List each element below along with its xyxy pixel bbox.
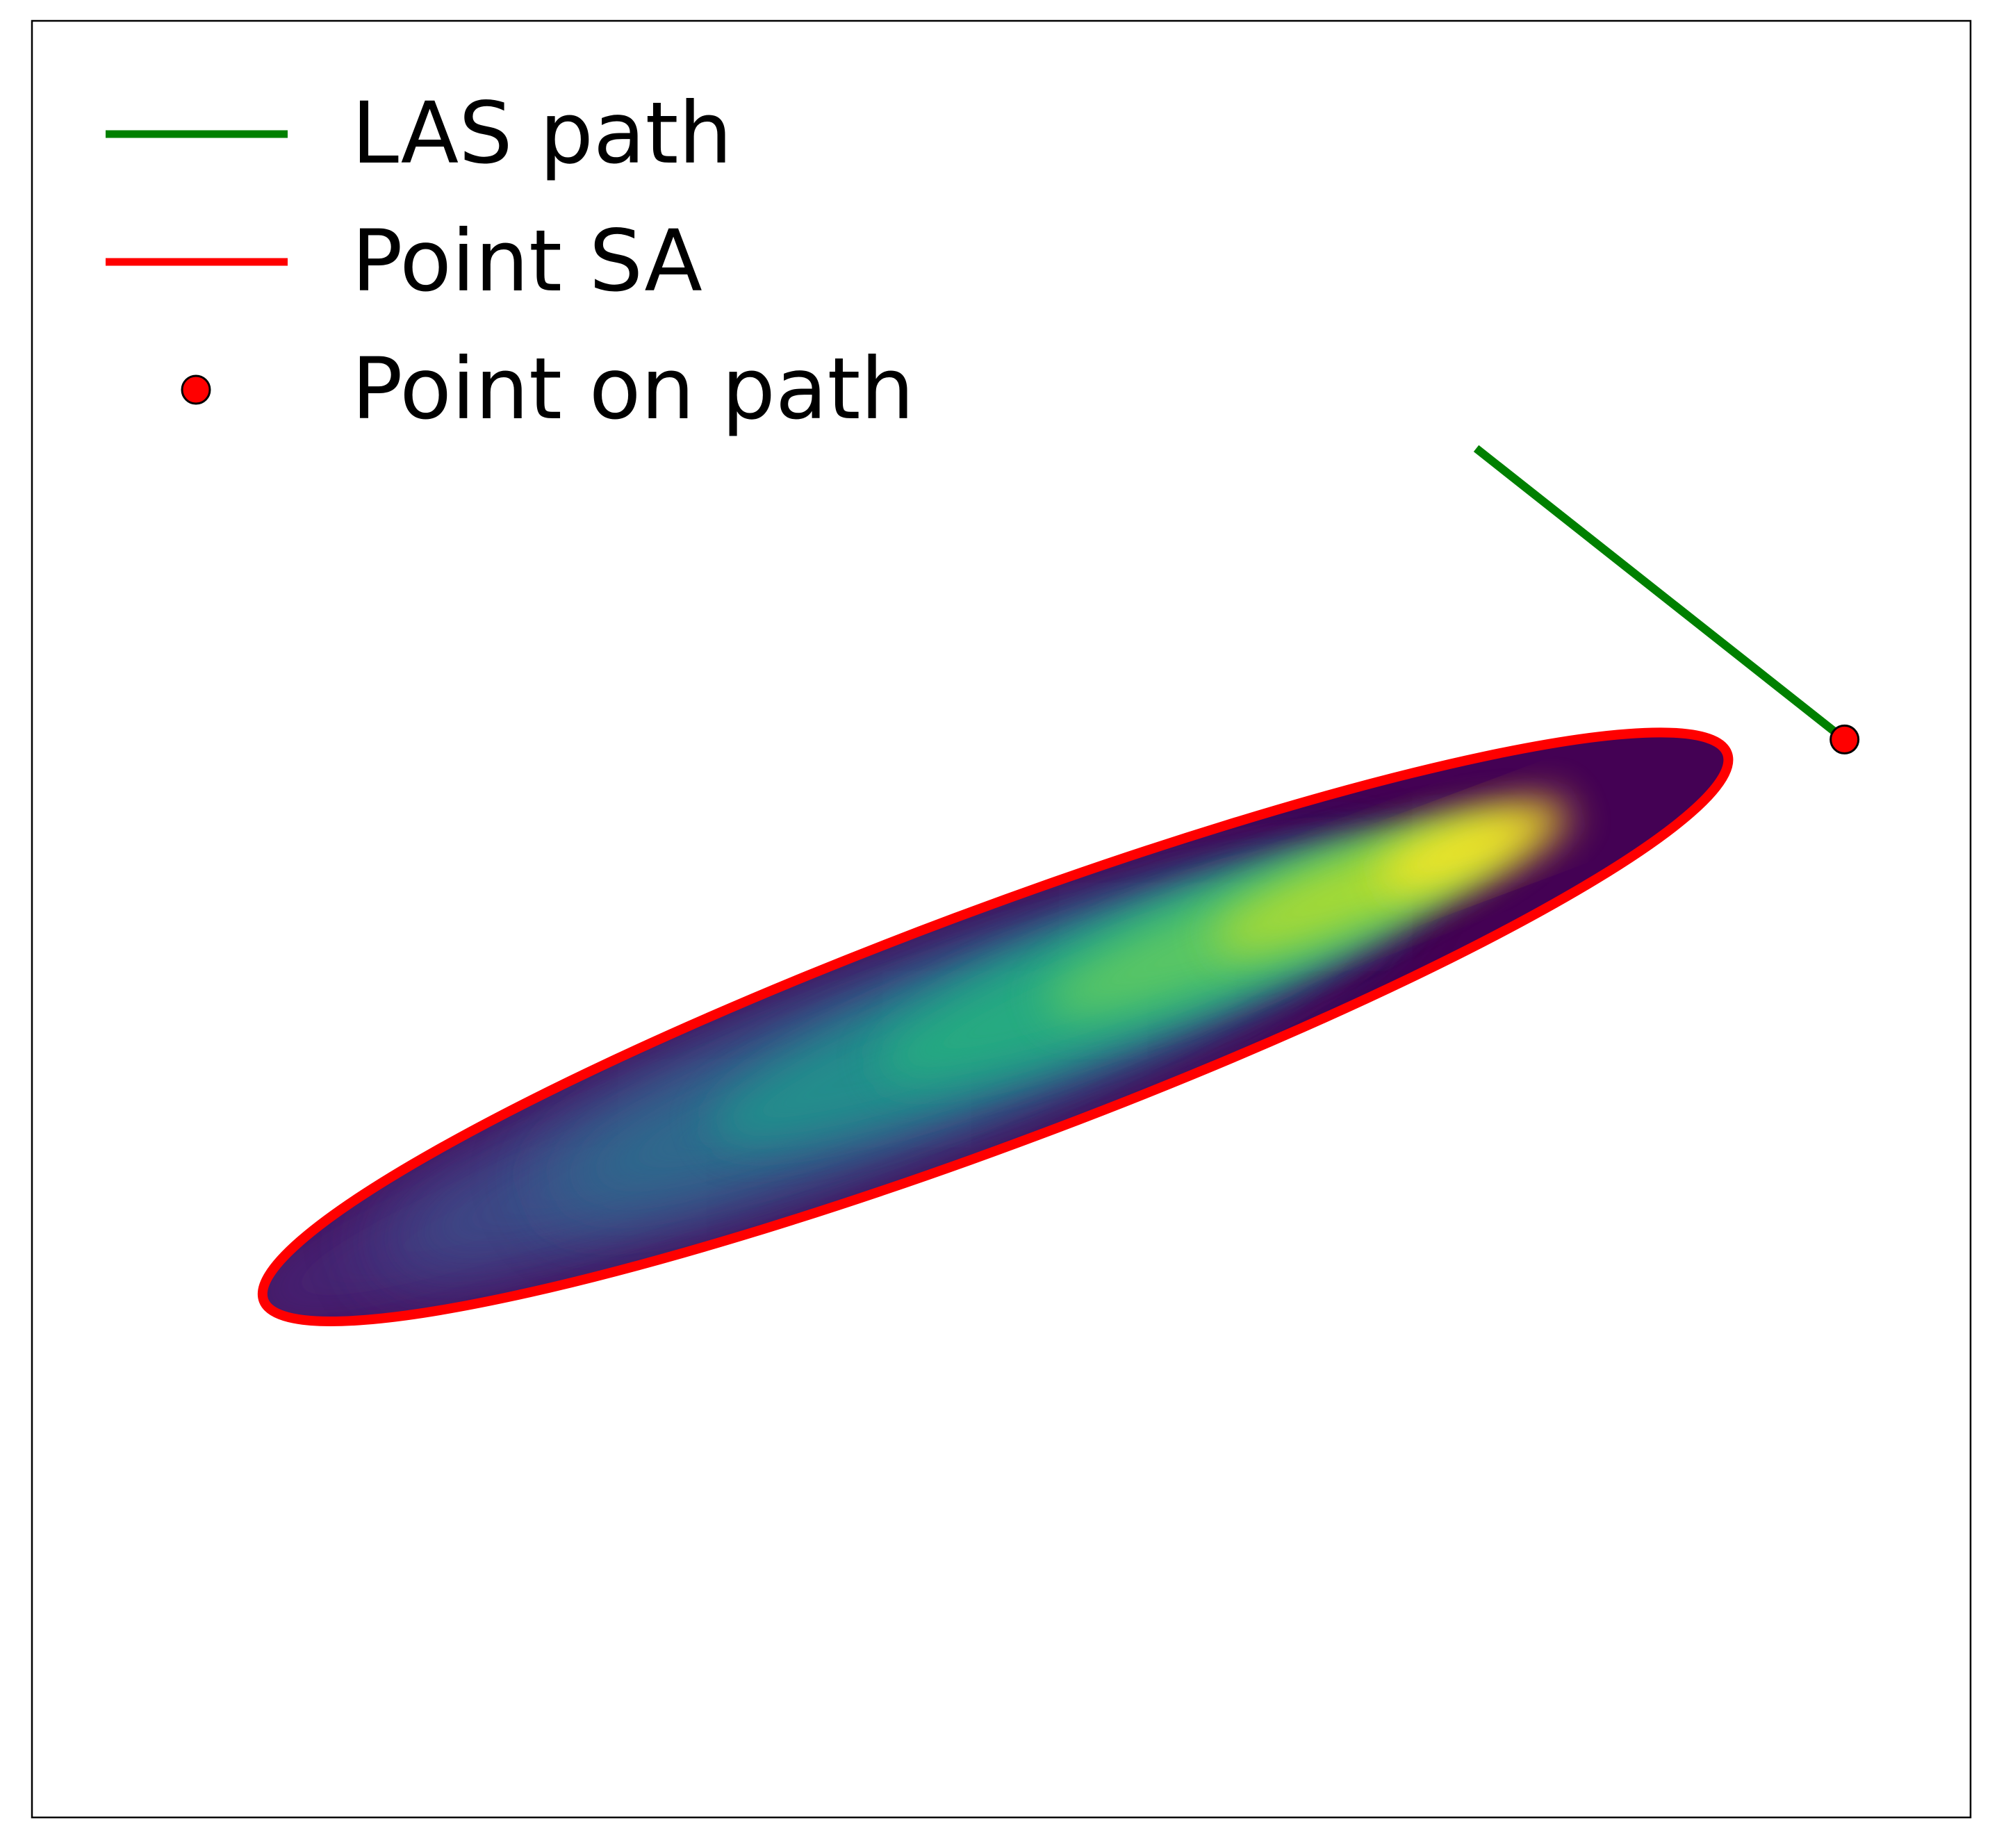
las-path-line	[1473, 445, 1848, 743]
legend-label-las-path: LAS path	[352, 84, 732, 183]
legend-label-point-sa: Point SA	[352, 212, 702, 311]
density-heatmap	[222, 723, 1742, 1335]
legend-swatch-point-on-path	[181, 374, 211, 405]
point-sa-contour	[257, 727, 1734, 1326]
legend-label-point-on-path: Point on path	[352, 340, 914, 438]
legend: LAS path Point SA Point on path	[106, 84, 914, 438]
density-layer	[1379, 801, 1570, 890]
point-on-path-marker	[1829, 724, 1860, 754]
